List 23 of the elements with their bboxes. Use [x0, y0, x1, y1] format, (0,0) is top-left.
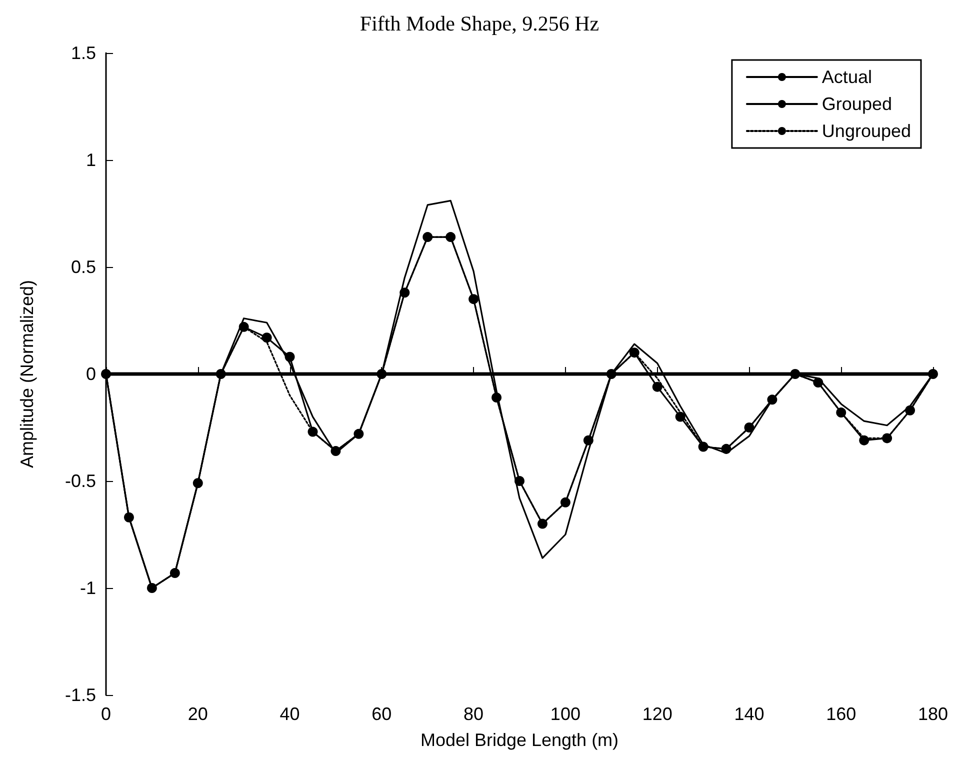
- x-tick-label: 180: [918, 704, 948, 724]
- y-tick-label: 1.5: [70, 43, 96, 63]
- y-tick-label: 0: [86, 364, 96, 384]
- legend-label: Grouped: [822, 94, 892, 114]
- y-tick-label: -1: [80, 578, 96, 598]
- x-tick-label: 40: [280, 704, 300, 724]
- y-tick-label: -1.5: [64, 685, 96, 705]
- x-tick-label: 160: [826, 704, 856, 724]
- x-tick-label: 20: [188, 704, 208, 724]
- y-tick-label: -0.5: [64, 471, 96, 491]
- y-axis-title: Amplitude (Normalized): [17, 280, 37, 468]
- x-tick-label: 140: [734, 704, 764, 724]
- x-tick-label: 120: [642, 704, 672, 724]
- x-tick-label: 0: [100, 704, 112, 724]
- legend-label: Ungrouped: [822, 121, 912, 141]
- x-tick-label: 60: [372, 704, 392, 724]
- chart-title: Fifth Mode Shape, 9.256 Hz: [360, 12, 600, 36]
- x-axis-title: Model Bridge Length (m): [420, 730, 619, 750]
- y-tick-label: 0.5: [70, 257, 96, 277]
- y-tick-label: 1: [86, 150, 96, 170]
- x-tick-label: 100: [550, 704, 580, 724]
- legend-label: Actual: [822, 67, 872, 87]
- x-tick-label: 80: [464, 704, 484, 724]
